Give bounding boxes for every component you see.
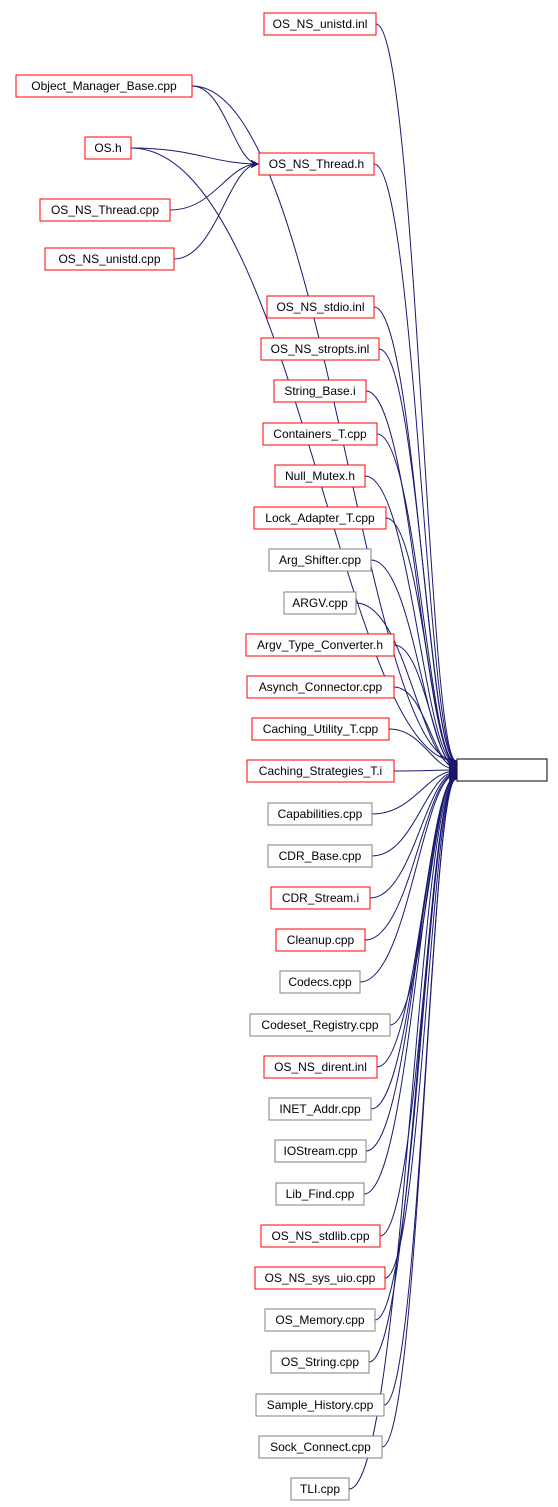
node-null_mutex: Null_Mutex.h (275, 465, 365, 487)
edge-sock_connect-to-target (382, 779, 456, 1447)
node-label: ARGV.cpp (292, 596, 348, 610)
node-lib_find: Lib_Find.cpp (276, 1183, 364, 1205)
node-label: OS_NS_stdlib.cpp (271, 1229, 369, 1243)
node-caching_util: Caching_Utility_T.cpp (252, 718, 389, 740)
edge-cleanup_cpp-to-target (365, 773, 456, 940)
node-os_string_cpp: OS_String.cpp (271, 1351, 369, 1373)
node-label: OS.h (94, 141, 121, 155)
edge-thread_h-to-target (374, 164, 456, 761)
node-label: OS_Memory.cpp (275, 1313, 364, 1327)
node-argv_cpp: ARGV.cpp (284, 592, 356, 614)
edge-os_h-to-target (131, 148, 456, 761)
node-label: Caching_Strategies_T.i (259, 764, 382, 778)
edge-string_base_i-to-target (366, 391, 456, 762)
node-argv_type: Argv_Type_Converter.h (246, 634, 394, 656)
node-obj_mgr_base: Object_Manager_Base.cpp (16, 75, 192, 97)
node-label: Lib_Find.cpp (286, 1187, 355, 1201)
dependency-graph: OS_Memory.h OS_NS_unistd.inl Object_Manage… (0, 0, 558, 1507)
node-label: Lock_Adapter_T.cpp (265, 511, 375, 525)
node-label: OS_Memory.h (464, 763, 540, 777)
node-sock_connect: Sock_Connect.cpp (259, 1436, 382, 1458)
node-label: Arg_Shifter.cpp (279, 553, 361, 567)
node-label: OS_NS_Thread.h (269, 157, 364, 171)
node-dirent_inl: OS_NS_dirent.inl (264, 1056, 377, 1078)
node-sample_hist: Sample_History.cpp (256, 1394, 384, 1416)
node-label: OS_NS_unistd.cpp (58, 252, 160, 266)
node-label: OS_NS_stdio.inl (276, 300, 364, 314)
node-unistd_cpp: OS_NS_unistd.cpp (45, 248, 174, 270)
node-label: Argv_Type_Converter.h (257, 638, 383, 652)
node-containers_t: Containers_T.cpp (263, 423, 377, 445)
node-inet_addr: INET_Addr.cpp (269, 1098, 371, 1120)
node-label: OS_NS_sys_uio.cpp (265, 1271, 376, 1285)
node-label: Object_Manager_Base.cpp (31, 79, 177, 93)
node-label: Cleanup.cpp (287, 933, 355, 947)
node-string_base_i: String_Base.i (274, 380, 366, 402)
node-thread_cpp: OS_NS_Thread.cpp (40, 199, 170, 221)
edge-lock_adapter-to-target (386, 518, 456, 765)
node-label: IOStream.cpp (283, 1144, 357, 1158)
node-os_h: OS.h (85, 137, 131, 159)
node-thread_h: OS_NS_Thread.h (259, 153, 374, 175)
node-label: OS_NS_dirent.inl (274, 1060, 367, 1074)
node-stropts_inl: OS_NS_stropts.inl (261, 338, 379, 360)
node-label: OS_String.cpp (281, 1355, 359, 1369)
node-label: Codeset_Registry.cpp (261, 1018, 378, 1032)
node-label: String_Base.i (284, 384, 355, 398)
edge-caching_strat-to-target (394, 770, 456, 771)
node-arg_shifter: Arg_Shifter.cpp (269, 549, 371, 571)
node-target: OS_Memory.h (457, 759, 547, 781)
node-cdr_stream_i: CDR_Stream.i (271, 887, 370, 909)
node-label: INET_Addr.cpp (279, 1102, 361, 1116)
node-label: Caching_Utility_T.cpp (263, 722, 379, 736)
node-label: Null_Mutex.h (285, 469, 355, 483)
node-os_mem_cpp: OS_Memory.cpp (265, 1309, 375, 1331)
node-label: Sock_Connect.cpp (270, 1440, 371, 1454)
node-label: OS_NS_Thread.cpp (51, 203, 159, 217)
edge-obj_mgr_base-to-thread (192, 86, 258, 164)
node-asynch_conn: Asynch_Connector.cpp (247, 676, 394, 698)
node-label: Sample_History.cpp (267, 1398, 374, 1412)
node-tli_cpp: TLI.cpp (291, 1478, 349, 1500)
edge-tli_cpp-to-target (349, 779, 456, 1489)
node-codecs_cpp: Codecs.cpp (280, 971, 360, 993)
node-label: Containers_T.cpp (273, 427, 367, 441)
node-stdio_inl: OS_NS_stdio.inl (267, 296, 374, 318)
node-label: CDR_Stream.i (282, 891, 359, 905)
node-label: CDR_Base.cpp (279, 849, 362, 863)
node-codeset_reg: Codeset_Registry.cpp (250, 1014, 390, 1036)
node-cdr_base: CDR_Base.cpp (268, 845, 372, 867)
node-sys_uio_cpp: OS_NS_sys_uio.cpp (255, 1267, 385, 1289)
node-label: Capabilities.cpp (278, 807, 363, 821)
node-stdlib_cpp: OS_NS_stdlib.cpp (261, 1225, 380, 1247)
edge-stropts_inl-to-target (379, 349, 456, 762)
node-iostream_cpp: IOStream.cpp (275, 1140, 366, 1162)
node-ns_unistd_inl: OS_NS_unistd.inl (264, 13, 376, 35)
node-capabilities: Capabilities.cpp (268, 803, 372, 825)
nodes-layer: OS_Memory.h OS_NS_unistd.inl Object_Manage… (16, 13, 547, 1500)
node-label: OS_NS_stropts.inl (271, 342, 370, 356)
node-label: TLI.cpp (300, 1482, 340, 1496)
node-label: Codecs.cpp (288, 975, 352, 989)
node-lock_adapter: Lock_Adapter_T.cpp (254, 507, 386, 529)
node-caching_strat: Caching_Strategies_T.i (247, 760, 394, 782)
node-cleanup_cpp: Cleanup.cpp (276, 929, 365, 951)
node-label: Asynch_Connector.cpp (259, 680, 383, 694)
node-label: OS_NS_unistd.inl (273, 17, 368, 31)
